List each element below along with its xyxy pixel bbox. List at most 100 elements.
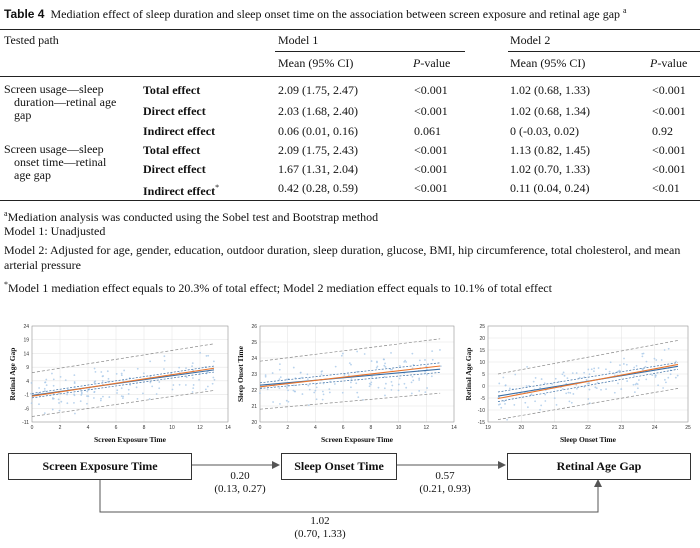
- m2-mean-cell: 0.11 (0.04, 0.24): [510, 181, 590, 195]
- x-tick-label: 8: [369, 425, 372, 431]
- data-point: [155, 393, 158, 395]
- y-tick-label: -1: [25, 393, 30, 399]
- data-point: [356, 391, 359, 394]
- data-point: [178, 383, 181, 386]
- data-point: [192, 377, 194, 379]
- data-point: [328, 388, 331, 391]
- caption-text: Mediation effect of sleep duration and s…: [50, 7, 621, 21]
- data-point: [544, 393, 547, 396]
- data-point: [259, 392, 261, 395]
- data-point: [384, 382, 387, 385]
- data-point: [588, 373, 591, 376]
- data-point: [412, 379, 415, 382]
- data-point: [149, 360, 152, 363]
- m1-mean-cell: 2.09 (1.75, 2.43): [278, 143, 358, 157]
- data-point: [116, 389, 119, 392]
- data-point: [120, 372, 123, 375]
- data-point: [158, 381, 161, 383]
- data-point: [633, 375, 635, 377]
- x-tick-label: 8: [143, 425, 146, 431]
- data-point: [44, 390, 46, 392]
- data-point: [663, 349, 666, 351]
- x-tick-label: 6: [342, 425, 345, 431]
- y-tick-label: 24: [251, 356, 257, 362]
- data-point: [292, 389, 295, 392]
- m1-p-cell: <0.001: [414, 143, 448, 157]
- data-point: [307, 404, 310, 407]
- data-point: [527, 406, 529, 409]
- data-point: [264, 375, 267, 378]
- data-point: [570, 401, 573, 404]
- data-point: [534, 377, 537, 379]
- header-bottom-rule: [0, 76, 700, 77]
- data-point: [623, 357, 625, 360]
- data-point: [142, 392, 144, 395]
- table-label: Table 4: [4, 7, 45, 21]
- x-tick-label: 24: [652, 425, 658, 431]
- data-point: [567, 391, 570, 394]
- data-point: [644, 365, 647, 368]
- data-point: [60, 400, 63, 403]
- data-point: [583, 385, 586, 388]
- data-point: [287, 389, 289, 392]
- data-point: [620, 388, 623, 390]
- tested-path-header: Tested path: [4, 33, 59, 47]
- fit-line-blue: [259, 368, 441, 386]
- data-point: [424, 359, 426, 361]
- model2-mean-header: Mean (95% CI): [510, 56, 586, 70]
- data-point: [390, 381, 393, 383]
- m2-p-cell: <0.001: [652, 162, 686, 176]
- data-point: [544, 400, 547, 402]
- footnote-star: *Model 1 mediation effect equals to 20.3…: [4, 280, 552, 295]
- tested-path-1: Screen usage—sleep duration—retinal age …: [4, 82, 117, 122]
- data-point: [341, 391, 344, 394]
- data-point: [30, 392, 32, 395]
- data-point: [587, 382, 590, 384]
- data-point: [74, 412, 76, 415]
- data-point: [278, 387, 281, 390]
- data-point: [320, 373, 323, 376]
- data-point: [655, 374, 657, 377]
- fit-line-orange: [497, 363, 679, 400]
- data-point: [279, 403, 281, 405]
- data-point: [92, 397, 95, 399]
- data-point: [391, 368, 393, 371]
- x-axis-label: Screen Exposure Time: [94, 435, 167, 444]
- y-tick-label: 10: [479, 360, 485, 366]
- data-point: [608, 370, 611, 373]
- data-point: [403, 382, 406, 385]
- data-point: [645, 378, 648, 381]
- data-point: [213, 378, 216, 381]
- data-point: [347, 374, 350, 377]
- data-point: [199, 351, 202, 354]
- data-point: [93, 391, 96, 394]
- data-point: [163, 359, 166, 362]
- node-retinal-age-gap: Retinal Age Gap: [507, 453, 691, 480]
- data-point: [272, 401, 274, 403]
- data-point: [86, 395, 88, 397]
- data-point: [565, 392, 568, 395]
- data-point: [38, 403, 40, 406]
- data-point: [94, 370, 97, 373]
- data-point: [43, 387, 46, 390]
- y-axis-label: Sleep Onset Time: [236, 345, 245, 402]
- data-point: [551, 383, 554, 385]
- data-point: [192, 384, 195, 386]
- m1-p-cell: <0.001: [414, 83, 448, 97]
- data-point: [613, 372, 616, 375]
- x-tick-label: 0: [31, 425, 34, 431]
- path-a-coefficient: 0.20 (0.13, 0.27): [214, 470, 266, 495]
- data-point: [102, 375, 105, 377]
- m2-p-cell: <0.001: [652, 143, 686, 157]
- data-point: [38, 387, 41, 389]
- data-point: [204, 388, 207, 391]
- y-tick-label: 25: [479, 324, 485, 330]
- x-tick-label: 20: [519, 425, 525, 431]
- m1-mean-cell: 2.09 (1.75, 2.47): [278, 83, 358, 97]
- data-point: [64, 379, 67, 381]
- data-point: [308, 388, 311, 391]
- data-point: [532, 380, 535, 383]
- data-point: [115, 372, 118, 375]
- data-point: [539, 387, 541, 389]
